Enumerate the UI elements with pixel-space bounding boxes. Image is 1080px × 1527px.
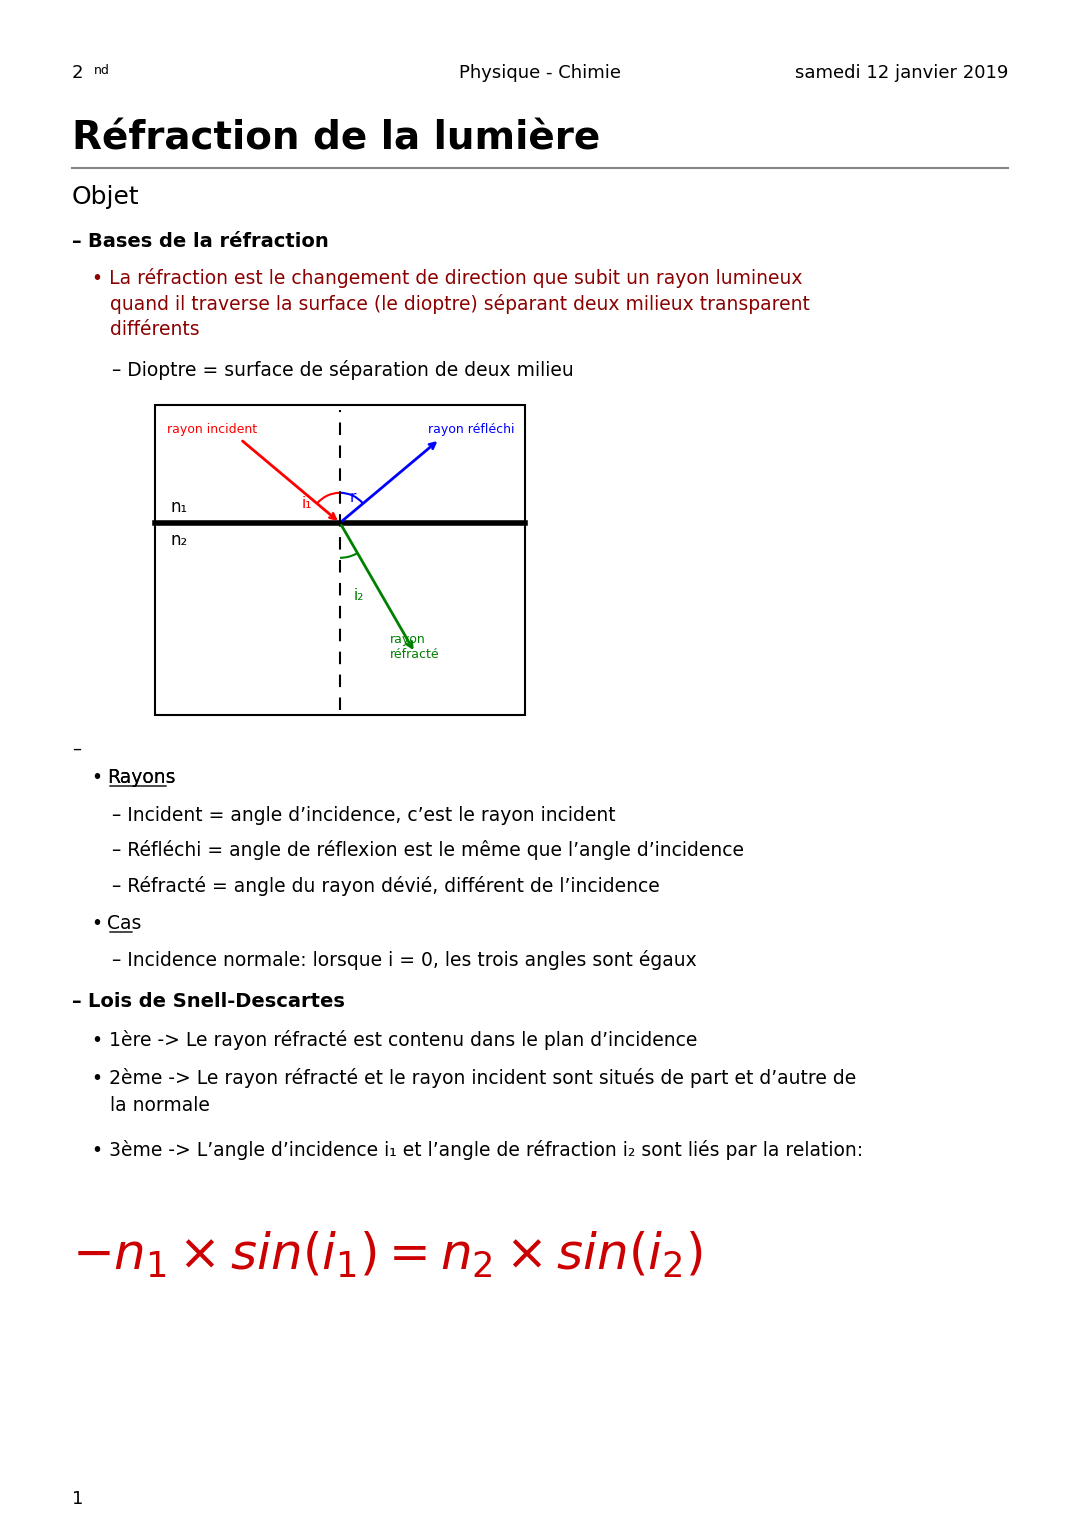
Text: • 2ème -> Le rayon réfracté et le rayon incident sont situés de part et d’autre : • 2ème -> Le rayon réfracté et le rayon … [92,1067,856,1089]
Text: la normale: la normale [92,1096,210,1115]
Text: n₂: n₂ [170,531,187,548]
Text: – Incidence normale: lorsque i = 0, les trois angles sont égaux: – Incidence normale: lorsque i = 0, les … [112,950,697,970]
Text: différents: différents [92,321,200,339]
Text: nd: nd [94,64,110,76]
Text: – Dioptre = surface de séparation de deux milieu: – Dioptre = surface de séparation de deu… [112,360,573,380]
Text: i₂: i₂ [354,588,364,603]
Text: –: – [72,993,89,1011]
Text: Rayons: Rayons [107,768,175,786]
Text: Objet: Objet [72,185,139,209]
Text: rayon incident: rayon incident [167,423,257,437]
Text: $- n_1 \times sin(i_1) = n_2 \times sin(i_2)$: $- n_1 \times sin(i_1) = n_2 \times sin(… [72,1231,703,1280]
Text: – Incident = angle d’incidence, c’est le rayon incident: – Incident = angle d’incidence, c’est le… [112,806,616,825]
Text: i₁: i₁ [302,496,312,512]
Text: samedi 12 janvier 2019: samedi 12 janvier 2019 [795,64,1008,82]
Text: rayon
réfracté: rayon réfracté [390,632,440,661]
Text: –: – [72,232,89,250]
Text: Réfraction de la lumière: Réfraction de la lumière [72,121,600,157]
Text: • 1ère -> Le rayon réfracté est contenu dans le plan d’incidence: • 1ère -> Le rayon réfracté est contenu … [92,1031,698,1051]
Text: – Réfracté = angle du rayon dévié, différent de l’incidence: – Réfracté = angle du rayon dévié, diffé… [112,876,660,896]
Text: quand il traverse la surface (le dioptre) séparant deux milieux transparent: quand il traverse la surface (le dioptre… [92,295,810,315]
Text: 1: 1 [72,1490,83,1509]
Text: Bases de la réfraction: Bases de la réfraction [87,232,328,250]
Text: Physique - Chimie: Physique - Chimie [459,64,621,82]
Text: r: r [350,490,356,505]
Text: •: • [92,768,109,786]
Text: rayon réfléchi: rayon réfléchi [429,423,515,437]
Text: Cas: Cas [107,915,141,933]
Text: 2: 2 [72,64,83,82]
Text: – Réfléchi = angle de réflexion est le même que l’angle d’incidence: – Réfléchi = angle de réflexion est le m… [112,840,744,860]
Text: • 3ème -> L’angle d’incidence i₁ et l’angle de réfraction i₂ sont liés par la re: • 3ème -> L’angle d’incidence i₁ et l’an… [92,1141,863,1161]
Text: n₁: n₁ [170,498,187,516]
Text: •: • [92,915,109,933]
Bar [156,405,525,715]
Text: • La réfraction est le changement de direction que subit un rayon lumineux: • La réfraction est le changement de dir… [92,269,802,289]
Text: Rayons: Rayons [107,768,175,786]
Text: Lois de Snell-Descartes: Lois de Snell-Descartes [87,993,345,1011]
Text: –: – [72,741,81,757]
